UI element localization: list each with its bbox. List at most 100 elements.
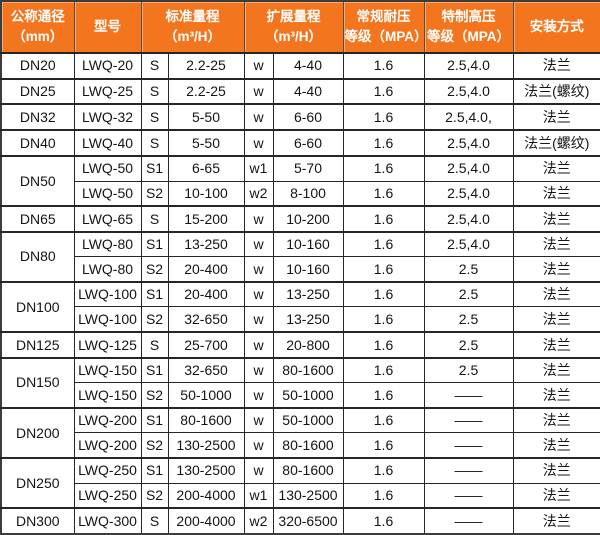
cell-model: LWQ-100 bbox=[73, 306, 142, 333]
cell-ext-range: 6-60 bbox=[272, 103, 344, 131]
cell-dn: DN150 bbox=[0, 356, 75, 409]
table-row: DN250 LWQ-250 S1 130-2500 w 80-1600 1.6 —— 法兰 bbox=[0, 457, 600, 509]
cell-std-code: S2 bbox=[140, 180, 169, 207]
cell-std-code: S2 bbox=[140, 256, 169, 283]
cell-std-range: 32-650 bbox=[167, 306, 245, 333]
cell-std-range: 200-4000 bbox=[167, 507, 245, 535]
cell-ext-code: w bbox=[243, 205, 274, 233]
cell-dn: DN125 bbox=[0, 331, 75, 359]
cell-std-range: 130-2500 bbox=[167, 432, 245, 459]
cell-pressure: 1.6 bbox=[342, 52, 425, 80]
cell-install: 法兰 bbox=[512, 457, 600, 484]
cell-std-range: 20-400 bbox=[167, 256, 245, 283]
cell-std-code: S2 bbox=[140, 382, 169, 409]
cell-ext-code: w bbox=[243, 103, 274, 131]
cell-pressure: 1.6 bbox=[342, 280, 425, 308]
cell-high-pressure: 2.5,4.0 bbox=[423, 129, 514, 157]
cell-high-pressure: 2.5,4.0 bbox=[423, 180, 514, 207]
cell-std-code: S bbox=[140, 331, 169, 359]
cell-pressure: 1.6 bbox=[342, 457, 425, 484]
cell-std-range: 2.2-25 bbox=[167, 52, 245, 80]
header-line: （m³/H） bbox=[265, 29, 322, 44]
table-row: DN20 LWQ-20 S 2.2-25 w 4-40 1.6 2.5,4.0 法兰 bbox=[0, 52, 600, 80]
header-nominal-diameter: 公称通径 （mm） bbox=[0, 0, 75, 54]
cell-install: 法兰 bbox=[512, 406, 600, 434]
cell-dn: DN20 bbox=[0, 52, 75, 80]
cell-ext-range: 10-160 bbox=[272, 256, 344, 283]
table-row: DN65 LWQ-65 S 15-200 w 10-200 1.6 2.5,4.0 法兰 bbox=[0, 205, 600, 233]
cell-std-range: 32-650 bbox=[167, 356, 245, 384]
cell-std-code: S bbox=[140, 103, 169, 131]
cell-ext-range: 5-70 bbox=[272, 154, 344, 182]
table-body: DN20 LWQ-20 S 2.2-25 w 4-40 1.6 2.5,4.0 法兰 DN25 LW… bbox=[0, 52, 600, 535]
table-row: LWQ-50 S2 10-100 w2 8-100 1.6 2.5,4.0 法兰 bbox=[1, 180, 600, 207]
cell-std-code: S1 bbox=[140, 280, 169, 308]
cell-pressure: 1.6 bbox=[342, 205, 425, 233]
cell-high-pressure: —— bbox=[423, 482, 514, 509]
cell-high-pressure: —— bbox=[423, 382, 514, 409]
cell-model: LWQ-150 bbox=[73, 382, 142, 409]
cell-ext-range: 50-1000 bbox=[272, 406, 344, 434]
cell-pressure: 1.6 bbox=[342, 507, 425, 535]
cell-install: 法兰 bbox=[512, 280, 600, 308]
cell-high-pressure: 2.5,4.0, bbox=[423, 103, 514, 131]
cell-high-pressure: 2.5 bbox=[423, 331, 514, 359]
cell-ext-code: w1 bbox=[243, 482, 274, 509]
cell-ext-range: 4-40 bbox=[272, 77, 344, 105]
header-line: 标准量程 bbox=[165, 9, 220, 25]
cell-model: LWQ-32 bbox=[73, 103, 142, 131]
header-high-pressure: 特制高压 等级（MPA） bbox=[423, 0, 514, 54]
cell-ext-code: w bbox=[243, 129, 274, 157]
cell-high-pressure: 2.5,4.0 bbox=[423, 52, 514, 80]
cell-high-pressure: 2.5,4.0 bbox=[423, 154, 514, 182]
cell-ext-code: w2 bbox=[243, 180, 274, 207]
cell-pressure: 1.6 bbox=[342, 180, 425, 207]
cell-ext-range: 8-100 bbox=[272, 180, 344, 207]
header-line: （mm） bbox=[12, 29, 64, 44]
table-row: DN32 LWQ-32 S 5-50 w 6-60 1.6 2.5,4.0, 法兰 bbox=[0, 103, 600, 131]
cell-model: LWQ-50 bbox=[73, 154, 142, 182]
cell-dn: DN200 bbox=[0, 406, 75, 459]
cell-high-pressure: 2.5 bbox=[423, 280, 514, 308]
cell-model: LWQ-150 bbox=[73, 356, 142, 384]
cell-std-range: 25-700 bbox=[167, 331, 245, 359]
cell-ext-range: 13-250 bbox=[272, 306, 344, 333]
table-row: LWQ-80 S2 20-400 w 10-160 1.6 2.5 法兰 bbox=[1, 256, 600, 283]
cell-std-code: S2 bbox=[140, 482, 169, 509]
header-line: 特制高压 bbox=[441, 9, 496, 25]
cell-install: 法兰 bbox=[512, 52, 600, 80]
header-line: 等级（MPA） bbox=[344, 29, 424, 44]
cell-ext-code: w bbox=[243, 382, 274, 409]
cell-ext-range: 80-1600 bbox=[272, 356, 344, 384]
cell-install: 法兰 bbox=[512, 230, 600, 258]
table-row: DN125 LWQ-125 S 25-700 w 20-800 1.6 2.5 法兰 bbox=[0, 331, 600, 359]
cell-ext-range: 10-200 bbox=[272, 205, 344, 233]
header-line: 等级（MPA） bbox=[427, 29, 510, 44]
table-row: LWQ-200 S2 130-2500 w 80-1600 1.6 —— 法兰 bbox=[1, 432, 600, 459]
cell-std-range: 10-100 bbox=[167, 180, 245, 207]
cell-std-code: S2 bbox=[140, 432, 169, 459]
cell-std-range: 6-65 bbox=[167, 154, 245, 182]
cell-install: 法兰 bbox=[512, 482, 600, 509]
cell-install: 法兰 bbox=[512, 103, 600, 131]
cell-std-code: S bbox=[140, 77, 169, 105]
cell-std-range: 13-250 bbox=[167, 230, 245, 258]
cell-std-code: S bbox=[140, 507, 169, 535]
cell-pressure: 1.6 bbox=[342, 356, 425, 384]
header-extended-range: 扩展量程 （m³/H） bbox=[243, 0, 344, 54]
cell-ext-code: w bbox=[243, 230, 274, 258]
cell-model: LWQ-80 bbox=[73, 256, 142, 283]
table-row: DN300 LWQ-300 S 200-4000 w2 320-6500 1.6 —— 法兰 bbox=[0, 507, 600, 535]
cell-model: LWQ-25 bbox=[73, 77, 142, 105]
table-row: DN150 LWQ-150 S1 32-650 w 80-1600 1.6 2.5 法兰 bbox=[0, 356, 600, 409]
cell-model: LWQ-65 bbox=[73, 205, 142, 233]
cell-ext-range: 80-1600 bbox=[272, 432, 344, 459]
cell-model: LWQ-50 bbox=[73, 180, 142, 207]
cell-high-pressure: —— bbox=[423, 457, 514, 484]
cell-ext-code: w2 bbox=[243, 507, 274, 535]
cell-model: LWQ-20 bbox=[73, 52, 142, 80]
cell-ext-code: w bbox=[243, 280, 274, 308]
cell-ext-code: w bbox=[243, 457, 274, 484]
cell-pressure: 1.6 bbox=[342, 382, 425, 409]
